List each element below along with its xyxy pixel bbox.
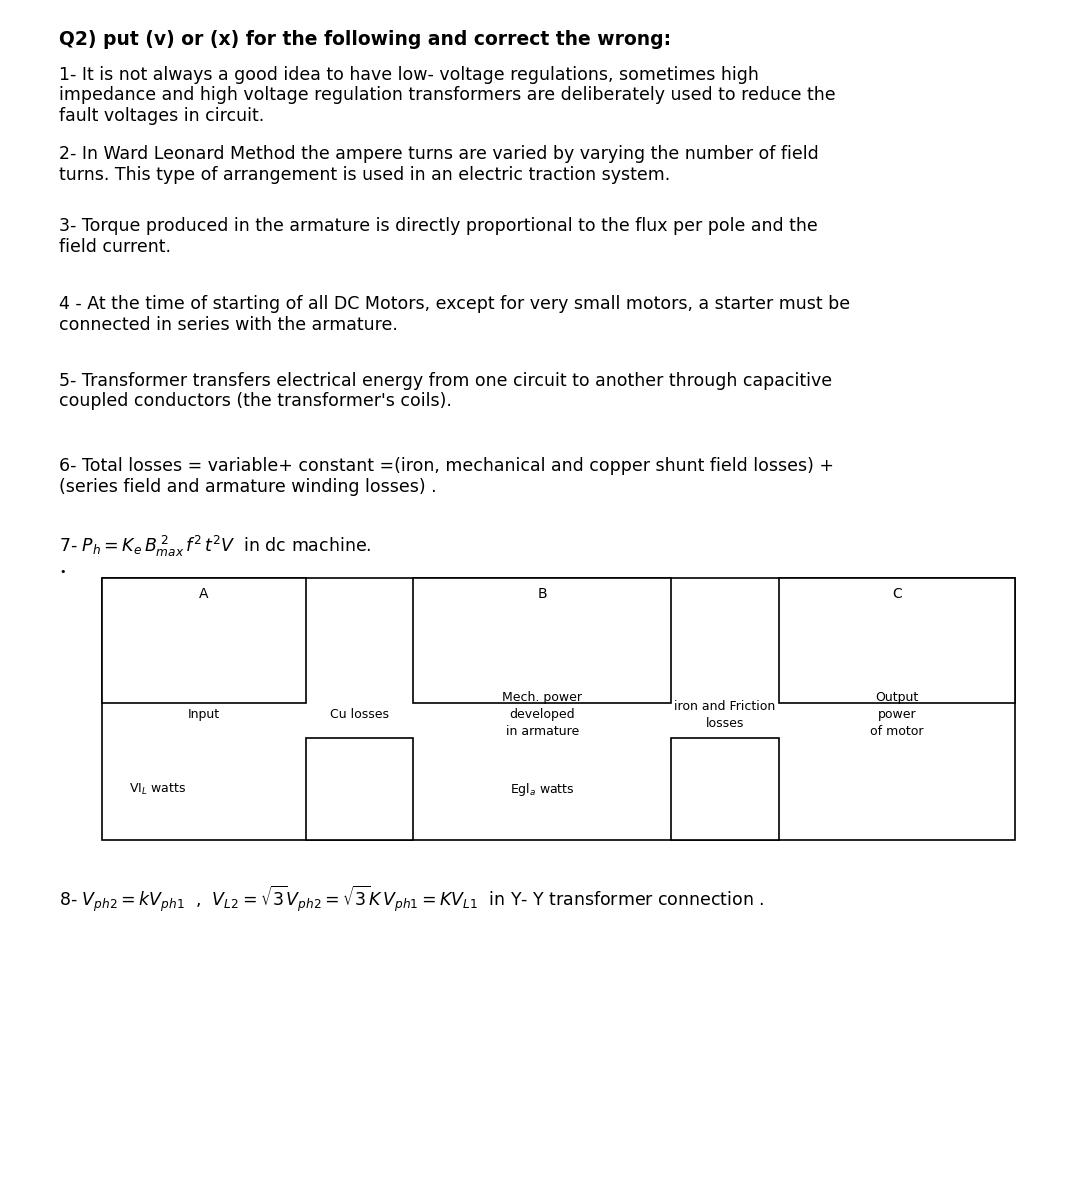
Bar	[102, 578, 306, 703]
Bar	[102, 578, 1015, 840]
Text: Output
power
of motor: Output power of motor	[870, 691, 924, 738]
Text: Q2) put (v) or (x) for the following and correct the wrong:: Q2) put (v) or (x) for the following and…	[59, 30, 671, 49]
Text: Mech. power
developed
in armature: Mech. power developed in armature	[503, 691, 582, 738]
Bar	[413, 578, 671, 703]
Text: 6- Total losses = variable+ constant =(iron, mechanical and copper shunt field l: 6- Total losses = variable+ constant =(i…	[59, 457, 834, 497]
Bar	[779, 578, 1015, 703]
Text: C: C	[891, 587, 902, 601]
Text: 1- It is not always a good idea to have low- voltage regulations, sometimes high: 1- It is not always a good idea to have …	[59, 66, 836, 125]
Text: 4 - At the time of starting of all DC Motors, except for very small motors, a st: 4 - At the time of starting of all DC Mo…	[59, 295, 851, 335]
Text: A: A	[200, 587, 208, 601]
Text: 5- Transformer transfers electrical energy from one circuit to another through c: 5- Transformer transfers electrical ener…	[59, 372, 832, 411]
Text: 3- Torque produced in the armature is directly proportional to the flux per pole: 3- Torque produced in the armature is di…	[59, 217, 817, 256]
Text: iron and Friction
losses: iron and Friction losses	[674, 699, 775, 730]
Text: 2- In Ward Leonard Method the ampere turns are varied by varying the number of f: 2- In Ward Leonard Method the ampere tur…	[59, 145, 818, 185]
Text: VI$_L$ watts: VI$_L$ watts	[129, 781, 186, 797]
Text: 8- $V_{ph2} = kV_{ph1}$  ,  $V_{L2} = \sqrt{3}V_{ph2} = \sqrt{3}K\,V_{ph1}= KV_{: 8- $V_{ph2} = kV_{ph1}$ , $V_{L2} = \sqr…	[59, 884, 765, 913]
Text: B: B	[538, 587, 547, 601]
Text: Egl$_a$ watts: Egl$_a$ watts	[510, 780, 575, 798]
Text: •: •	[59, 567, 66, 576]
Text: 7- $P_h = K_e\, B_{max}^{\;2}\, f^2\, t^2 V$  in dc machine.: 7- $P_h = K_e\, B_{max}^{\;2}\, f^2\, t^…	[59, 534, 372, 559]
Text: Cu losses: Cu losses	[331, 709, 389, 721]
Bar	[306, 738, 413, 840]
Bar	[671, 738, 779, 840]
Text: Input: Input	[188, 709, 220, 721]
